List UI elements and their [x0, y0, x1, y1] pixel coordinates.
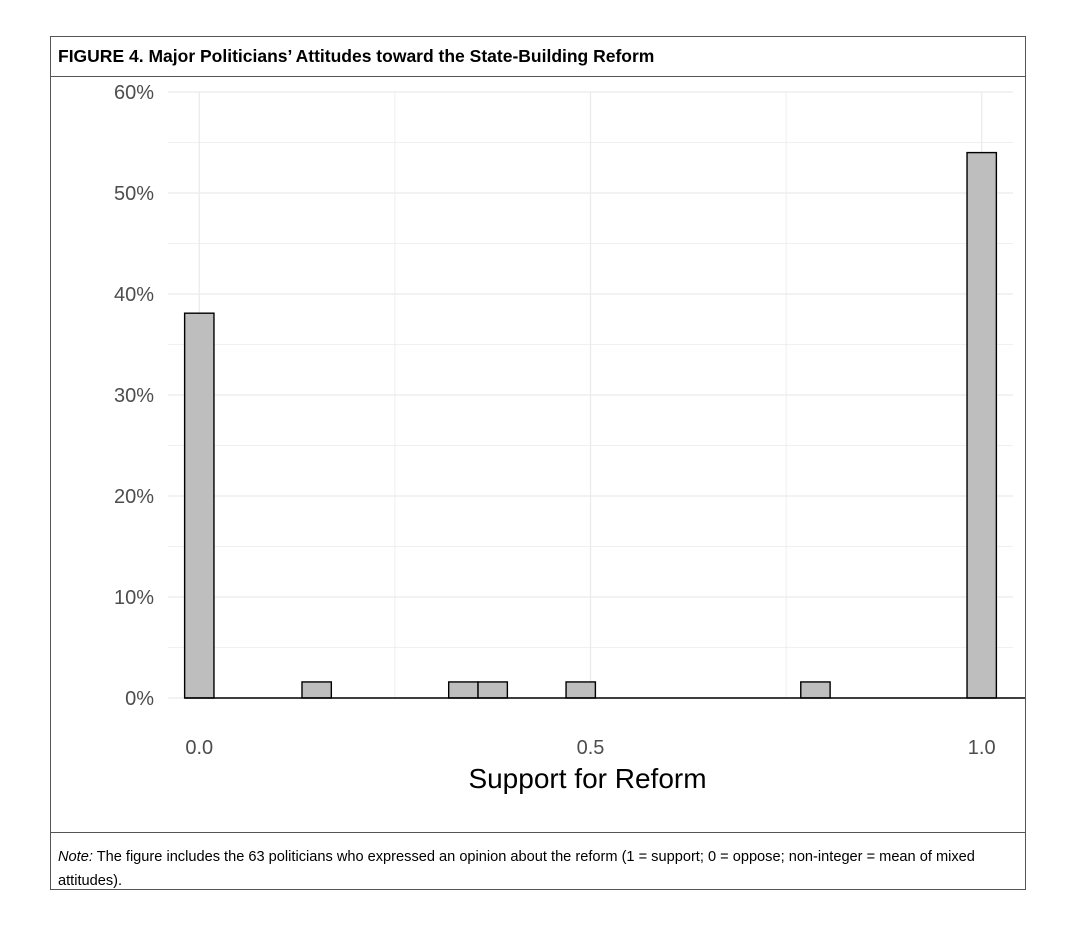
- histogram-bar: [565, 681, 597, 699]
- note-label: Note:: [58, 849, 93, 865]
- x-tick-label: 0.5: [577, 737, 605, 759]
- figure-note: Note: The figure includes the 63 politic…: [58, 845, 1021, 893]
- figure-title-text: Major Politicians’ Attitudes toward the …: [148, 46, 655, 66]
- histogram-chart: 0% 10% 20% 30% 40% 50% 60% 0.0 0.5 1.0 Support fo…: [114, 82, 1025, 794]
- y-tick-label: 0%: [125, 688, 154, 710]
- histogram-bar: [301, 681, 333, 699]
- figure-title: FIGURE 4. Major Politicians’ Attitudes t…: [58, 46, 654, 67]
- y-tick-label: 10%: [114, 587, 154, 609]
- tick-labels: 0% 10% 20% 30% 40% 50% 60% 0.0 0.5 1.0: [114, 82, 996, 759]
- x-axis-title: Support for Reform: [468, 763, 706, 794]
- title-rule: [51, 76, 1025, 77]
- y-tick-label: 30%: [114, 385, 154, 407]
- figure-label: FIGURE 4.: [58, 46, 144, 66]
- histogram-bar: [800, 681, 831, 699]
- y-tick-label: 20%: [114, 486, 154, 508]
- x-tick-label: 1.0: [968, 737, 996, 759]
- note-text: The figure includes the 63 politicians w…: [58, 849, 975, 889]
- y-tick-label: 50%: [114, 183, 154, 205]
- x-tick-label: 0.0: [185, 737, 213, 759]
- histogram-bar: [183, 312, 215, 699]
- figure-frame: FIGURE 4. Major Politicians’ Attitudes t…: [50, 36, 1026, 890]
- grid-lines: [168, 91, 1013, 699]
- y-tick-label: 40%: [114, 284, 154, 306]
- bars: [183, 151, 998, 699]
- y-tick-label: 60%: [114, 82, 154, 104]
- histogram-bar: [966, 151, 998, 699]
- note-rule: [51, 832, 1025, 833]
- histogram-bar: [477, 681, 509, 699]
- histogram-bar: [447, 681, 479, 699]
